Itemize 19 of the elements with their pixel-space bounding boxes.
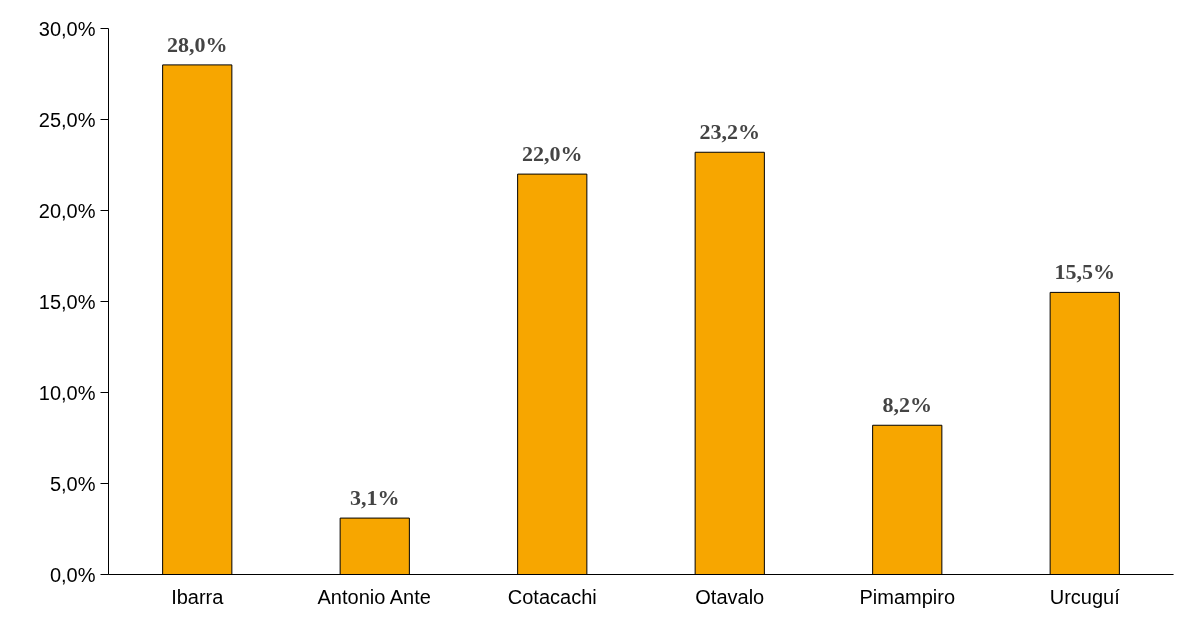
x-tick-label: Pimampiro xyxy=(859,585,956,608)
x-tick-label: Ibarra xyxy=(171,585,225,608)
data-label: 22,0% xyxy=(522,141,583,167)
x-tick-label: Urcuguí xyxy=(1049,585,1121,608)
y-tick-label: 5,0% xyxy=(49,472,96,495)
data-label: 15,5% xyxy=(1054,259,1115,285)
data-label: 3,1% xyxy=(350,485,400,511)
y-tick-label: 15,0% xyxy=(38,290,96,313)
data-label: 28,0% xyxy=(167,31,228,57)
x-tick-label: Otavalo xyxy=(695,585,765,608)
y-tick-label: 0,0% xyxy=(49,563,96,586)
y-tick-label: 25,0% xyxy=(38,108,96,131)
y-tick-label: 20,0% xyxy=(38,199,96,222)
y-tick-label: 30,0% xyxy=(38,17,96,40)
y-tick-label: 10,0% xyxy=(38,381,96,404)
data-label: 23,2% xyxy=(699,119,760,145)
x-tick-label: Cotacachi xyxy=(507,585,597,608)
data-label: 8,2% xyxy=(882,392,932,418)
x-tick-label: Antonio Ante xyxy=(317,585,431,608)
